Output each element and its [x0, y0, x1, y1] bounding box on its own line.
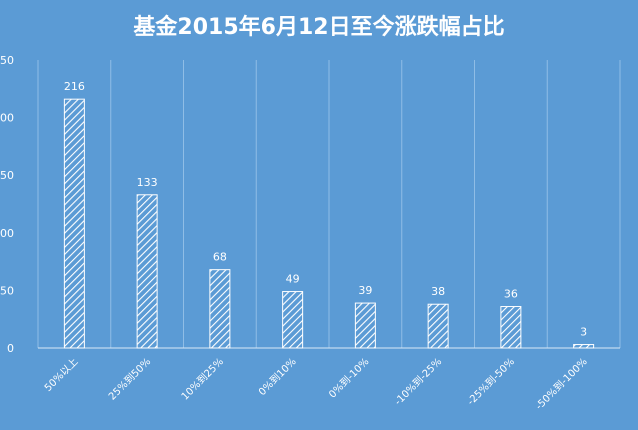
y-tick-label: 50 — [0, 284, 14, 297]
x-tick-label: 50%以上 — [42, 356, 80, 394]
data-label: 49 — [286, 273, 300, 286]
y-tick-label: 0 — [7, 342, 14, 355]
bar — [500, 306, 522, 349]
data-label: 39 — [358, 284, 372, 297]
bar — [63, 98, 85, 349]
data-label: 216 — [64, 80, 85, 93]
x-tick-label: 10%到25% — [179, 356, 226, 403]
bar — [209, 269, 231, 349]
x-tick-label: 0%到10% — [256, 356, 298, 398]
y-tick-label: 150 — [0, 169, 14, 182]
labels-layer: 216 50%以上 133 25%到50% 68 10%到25% 49 0%到10% 39 0%到… — [42, 80, 590, 412]
x-tick-label: -25%到-50% — [465, 356, 517, 408]
bar — [573, 344, 595, 349]
chart-title: 基金2015年6月12日至今涨跌幅占比 — [133, 14, 504, 40]
x-tick-label: -10%到-25% — [392, 356, 444, 408]
data-label: 133 — [137, 176, 158, 189]
x-tick-label: 25%到50% — [106, 356, 153, 403]
y-tick-label: 100 — [0, 227, 14, 240]
grid-layer — [37, 60, 621, 348]
bar — [282, 291, 304, 349]
bar — [427, 303, 449, 349]
bar — [136, 194, 158, 349]
data-label: 3 — [580, 326, 587, 339]
axis-layer: 0 50 100 150 200 250 — [0, 54, 620, 355]
x-tick-label: 0%到-10% — [326, 356, 371, 401]
data-label: 38 — [431, 285, 445, 298]
y-tick-label: 250 — [0, 54, 14, 67]
bar — [354, 302, 376, 349]
y-tick-label: 200 — [0, 112, 14, 125]
bars-layer — [63, 98, 595, 349]
x-tick-label: -50%到-100% — [533, 356, 590, 413]
data-label: 68 — [213, 251, 227, 264]
data-label: 36 — [504, 288, 518, 301]
